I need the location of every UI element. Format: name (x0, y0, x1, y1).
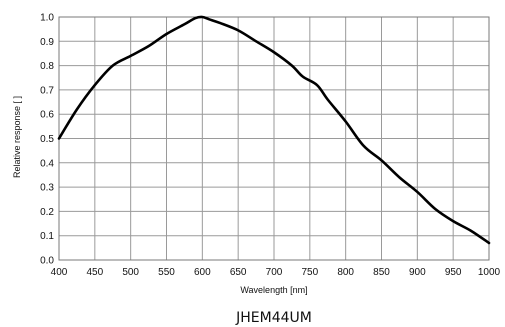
y-tick-label: 0.1 (40, 231, 54, 242)
x-tick-label: 700 (266, 267, 283, 278)
x-tick-labels: 400 450 500 550 600 650 700 750 800 850 900 950 1000 (51, 267, 501, 278)
series-layer (57, 15, 491, 245)
x-tick-label: 500 (122, 267, 139, 278)
x-tick-label: 450 (86, 267, 103, 278)
y-tick-label: 0.5 (40, 134, 54, 145)
y-tick-label: 0.7 (40, 85, 54, 96)
y-tick-label: 0.2 (40, 207, 54, 218)
y-tick-labels: 0.0 0.1 0.2 0.3 0.4 0.5 0.6 0.7 0.8 0.9 1.0 (40, 13, 54, 267)
x-tick-label: 550 (158, 267, 175, 278)
y-tick-label: 0.9 (40, 37, 54, 48)
y-axis-label: Relative response [ ] (12, 96, 22, 178)
x-axis-label: Wavelength [nm] (240, 285, 307, 295)
x-tick-label: 750 (301, 267, 318, 278)
x-tick-label: 900 (409, 267, 426, 278)
y-tick-label: 0.3 (40, 183, 54, 194)
y-tick-label: 0.0 (40, 256, 54, 267)
y-tick-label: 0.8 (40, 61, 54, 72)
x-tick-label: 850 (373, 267, 390, 278)
x-tick-label: 400 (51, 267, 68, 278)
chart-caption: JHEM44UM (235, 310, 312, 326)
grid-lines (58, 16, 490, 261)
y-tick-label: 1.0 (40, 13, 54, 24)
x-tick-label: 1000 (478, 267, 501, 278)
response-curve (57, 15, 491, 245)
y-tick-label: 0.4 (40, 158, 54, 169)
x-tick-label: 800 (337, 267, 354, 278)
x-tick-label: 950 (445, 267, 462, 278)
x-tick-label: 650 (230, 267, 247, 278)
y-tick-label: 0.6 (40, 110, 54, 121)
x-tick-label: 600 (194, 267, 211, 278)
